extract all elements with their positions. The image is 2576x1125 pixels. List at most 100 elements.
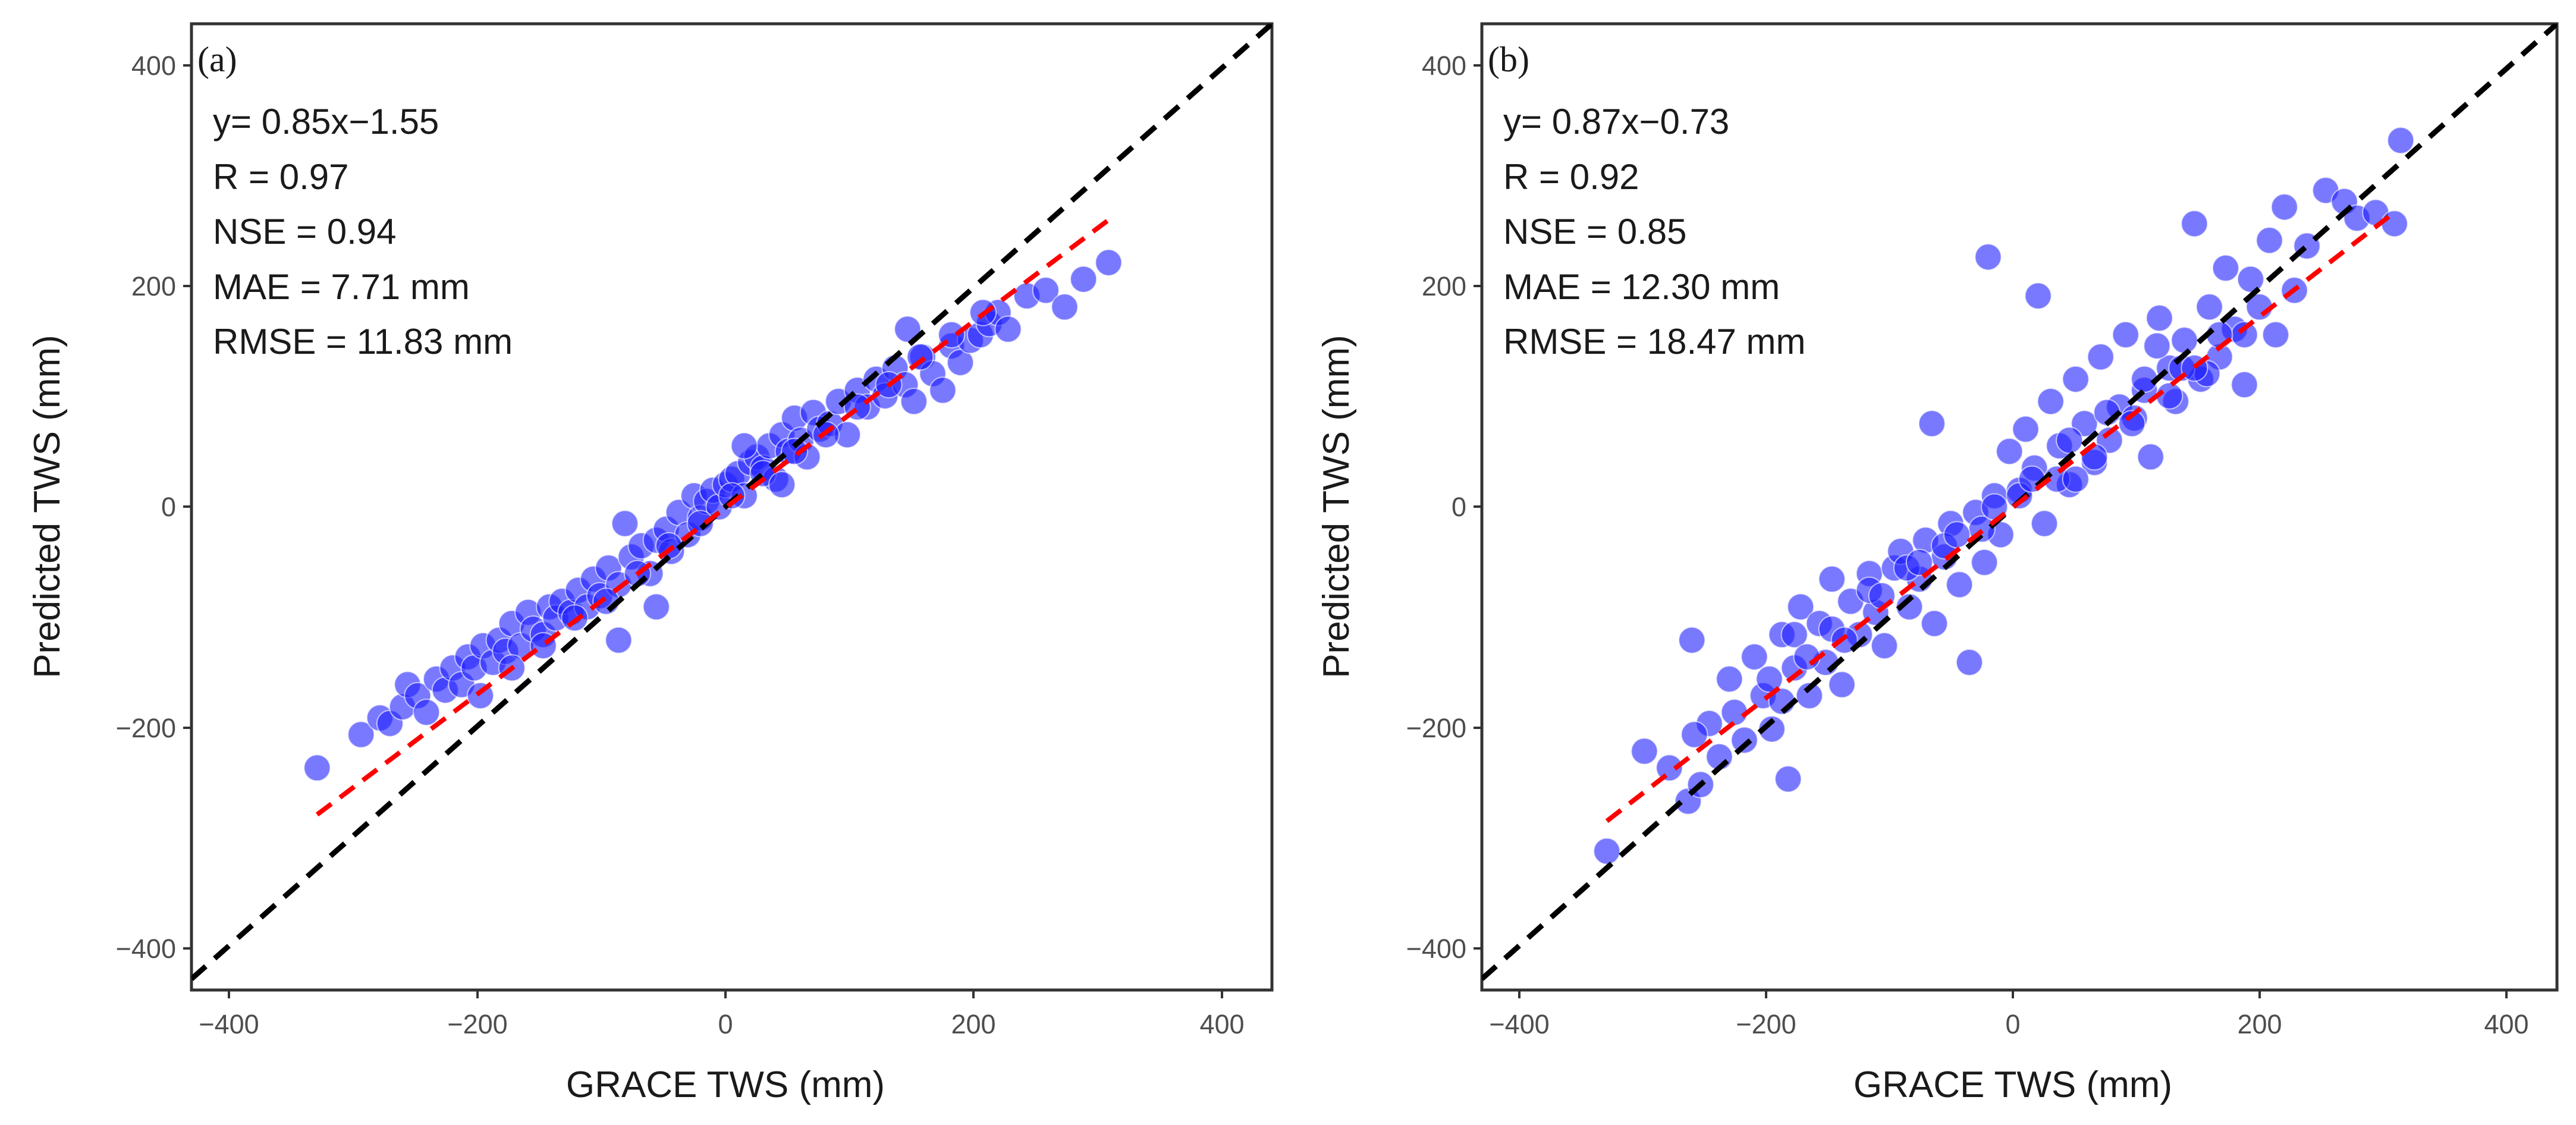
panel-b-stat-mae: MAE = 12.30 mm xyxy=(1503,267,1780,307)
panel-b-data-point xyxy=(2037,388,2065,416)
panel-a-data-point xyxy=(1051,293,1079,321)
panel-b-data-point xyxy=(1730,726,1758,754)
panel-b-data-point xyxy=(1780,621,1808,649)
panel-a-data-point xyxy=(718,482,746,510)
panel-b-stat-nse: NSE = 0.85 xyxy=(1503,212,1687,252)
panel-a-data-point xyxy=(1032,276,1060,304)
panel-a-data-point xyxy=(611,510,639,538)
panel-b-data-point xyxy=(1655,754,1683,782)
panel-b-data-point xyxy=(1971,548,1999,576)
panel-b-data-point xyxy=(1593,837,1621,865)
panel-a-data-point xyxy=(642,593,670,621)
panel-b-data-point xyxy=(2262,321,2289,348)
panel-b-data-point xyxy=(2024,282,2052,310)
panel-b-xtick-label: −200 xyxy=(1736,1009,1796,1039)
panel-b-data-point xyxy=(2231,371,2258,398)
panel-b-data-point xyxy=(1680,721,1708,749)
panel-b-xtick-label: 0 xyxy=(2005,1009,2020,1039)
panel-a-label: (a) xyxy=(197,40,237,79)
panel-b-data-point xyxy=(1678,626,1706,654)
panel-b-data-point xyxy=(2012,415,2040,443)
panel-a-x-axis-title: GRACE TWS (mm) xyxy=(566,1064,885,1105)
panel-a-data-point xyxy=(768,471,796,499)
panel-b-data-point xyxy=(2031,510,2058,538)
panel-a-xtick-label: −200 xyxy=(447,1009,507,1039)
panel-b-data-point xyxy=(2387,127,2415,155)
panel-b-stat-equation: y= 0.87x−0.73 xyxy=(1503,102,1729,142)
panel-b-data-point xyxy=(2181,210,2209,238)
panel-a-regression-line xyxy=(315,218,1110,817)
panel-b-data-point xyxy=(2081,443,2109,471)
panel-b-data-point xyxy=(1868,582,1896,609)
panel-b-ytick-label: 0 xyxy=(1452,492,1466,522)
panel-b-data-point xyxy=(1921,609,1948,637)
panel-a-ytick-label: −400 xyxy=(116,934,176,964)
panel-b-data-point xyxy=(2112,321,2140,348)
panel-b-ytick-label: −400 xyxy=(1406,934,1466,964)
panel-b-data-point xyxy=(2056,426,2084,454)
panel-a: 400 200 0 −200 −400 −400 −200 0 200 400 … xyxy=(27,22,1274,1105)
panel-b-data-point xyxy=(1741,643,1768,671)
panel-b-data-point xyxy=(1896,593,1923,621)
panel-b-data-point xyxy=(2211,254,2239,282)
panel-b-data-point xyxy=(1787,593,1815,621)
panel-b-data-point xyxy=(1943,521,1971,549)
panel-a-stat-rmse: RMSE = 11.83 mm xyxy=(213,322,513,362)
panel-a-y-axis-title: Predicted TWS (mm) xyxy=(27,335,68,678)
panel-b-data-point xyxy=(1758,715,1786,743)
panel-b-data-point xyxy=(1974,243,2002,271)
panel-a-data-point xyxy=(929,376,957,404)
panel-b-data-point xyxy=(1996,438,2024,466)
panel-a-stat-mae: MAE = 7.71 mm xyxy=(213,267,470,307)
panel-b-data-point xyxy=(2380,210,2408,238)
panel-b-data-point xyxy=(1716,665,1743,693)
panel-a-data-point xyxy=(994,315,1022,343)
panel-b-data-point xyxy=(1918,410,1946,438)
panel-b-data-point xyxy=(1905,548,1933,576)
panel-a-data-point xyxy=(561,604,589,632)
panel-a-ytick-label: 200 xyxy=(131,271,176,301)
panel-a-data-point xyxy=(730,432,758,460)
panel-b-data-point xyxy=(1631,737,1658,765)
panel-b-data-point xyxy=(2062,465,2090,493)
panel-b-ytick-label: 200 xyxy=(1422,271,1466,301)
panel-b-data-point xyxy=(1774,765,1802,793)
panel-a-xtick-label: 0 xyxy=(718,1009,733,1039)
panel-b-data-point xyxy=(1818,565,1846,593)
panel-b-data-point xyxy=(1955,649,1983,676)
panel-a-stat-r: R = 0.97 xyxy=(213,157,349,197)
panel-b-stat-rmse: RMSE = 18.47 mm xyxy=(1503,322,1806,362)
panel-b-data-point xyxy=(2255,227,2283,254)
panel-b-xtick-label: 200 xyxy=(2237,1009,2282,1039)
panel-b-data-point xyxy=(2118,410,2146,438)
panel-b-stat-r: R = 0.92 xyxy=(1503,157,1639,197)
panel-a-data-point xyxy=(781,438,809,466)
panel-b-data-point xyxy=(2137,443,2165,471)
panel-b-data-point xyxy=(1828,671,1856,699)
panel-b-data-point xyxy=(1946,571,1974,599)
panel-b-data-point xyxy=(2195,293,2223,321)
panel-b-data-point xyxy=(2087,343,2115,371)
panel-a-ytick-label: 400 xyxy=(131,51,176,81)
panel-b-regression-line xyxy=(1605,210,2396,823)
panel-a-xtick-label: 400 xyxy=(1199,1009,1244,1039)
panel-b-ytick-label: −200 xyxy=(1406,713,1466,743)
panel-b-x-axis-title: GRACE TWS (mm) xyxy=(1854,1064,2172,1105)
panel-b-data-point xyxy=(2270,193,2298,221)
panel-b-data-point xyxy=(1755,665,1783,693)
panel-b-data-point xyxy=(1870,632,1898,659)
panel-b-ytick-label: 400 xyxy=(1422,51,1466,81)
panel-a-ytick-label: 0 xyxy=(161,492,176,522)
panel-a-xtick-label: 200 xyxy=(951,1009,995,1039)
panel-b-xtick-label: −400 xyxy=(1489,1009,1549,1039)
panel-a-stat-equation: y= 0.85x−1.55 xyxy=(213,102,439,142)
panel-a-data-point xyxy=(1070,265,1098,293)
panel-b-data-point xyxy=(2062,365,2090,393)
panel-b-label: (b) xyxy=(1488,40,1529,79)
panel-b-y-axis-title: Predicted TWS (mm) xyxy=(1316,335,1357,678)
panel-b: 400 200 0 −200 −400 −400 −200 0 200 400 … xyxy=(1316,22,2559,1105)
panel-a-data-point xyxy=(894,315,922,343)
panel-b-data-point xyxy=(2170,326,2198,354)
panel-a-data-point xyxy=(900,388,928,416)
panel-a-data-point xyxy=(303,754,331,782)
